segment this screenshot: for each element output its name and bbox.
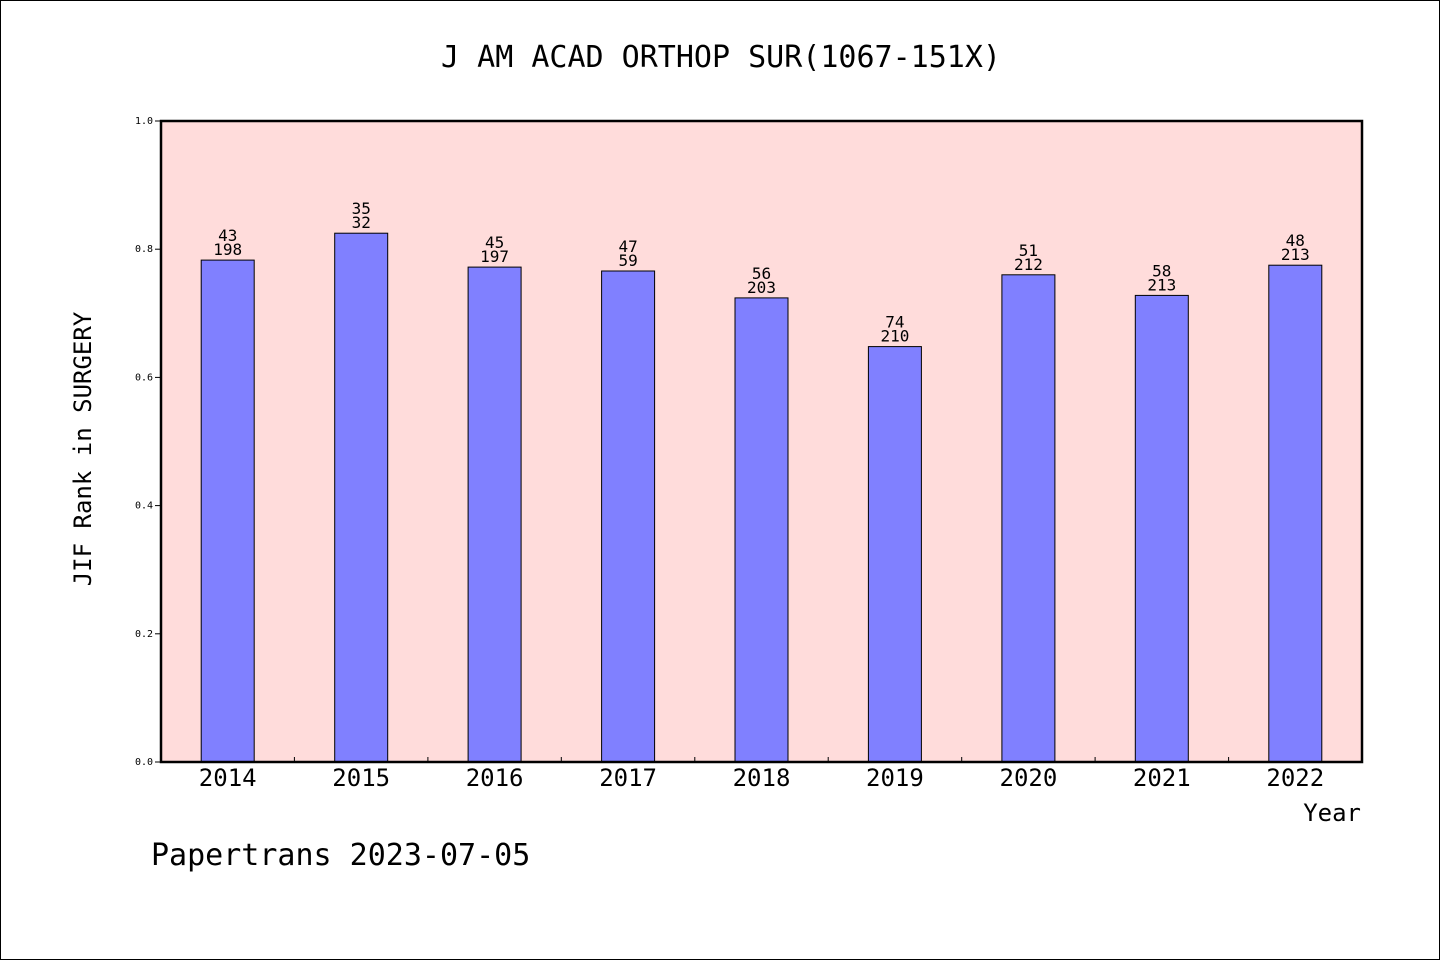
y-tick-label: 0.4 (135, 501, 153, 512)
bar-2015 (334, 232, 389, 763)
data-label-rank-2022: 48 (1286, 231, 1305, 250)
data-label-rank-2015: 35 (352, 199, 371, 218)
data-label-total-2017: 59 (618, 251, 637, 270)
bar-2020 (1001, 274, 1056, 763)
x-tick-label-2016: 2016 (466, 764, 524, 792)
data-label-total-2016: 197 (480, 247, 509, 266)
x-tick-label-2018: 2018 (733, 764, 791, 792)
data-label-rank-2016: 45 (485, 233, 504, 252)
y-tick-label: 0.0 (135, 757, 153, 768)
x-tick-label-2014: 2014 (199, 764, 257, 792)
footer-stamp: Papertrans 2023-07-05 (151, 838, 530, 873)
bar-2021 (1134, 294, 1189, 763)
bar-2019 (867, 346, 922, 763)
y-tick-label: 0.6 (135, 372, 153, 383)
bar-2022 (1268, 264, 1323, 763)
data-label-rank-2017: 47 (618, 237, 637, 256)
y-axis-label: JIF Rank in SURGERY (69, 311, 97, 586)
y-tick-label: 0.8 (135, 244, 153, 255)
bars-layer (200, 232, 1323, 763)
data-label-total-2020: 212 (1014, 255, 1043, 274)
data-label-rank-2019: 74 (885, 313, 904, 332)
x-tick-label-2017: 2017 (599, 764, 657, 792)
bar-2014 (200, 259, 255, 763)
data-label-total-2021: 213 (1147, 275, 1176, 294)
data-label-total-2018: 203 (747, 278, 776, 297)
plot-border (159, 119, 1364, 764)
bar-2018 (734, 297, 789, 763)
y-tick-label: 0.2 (135, 629, 153, 640)
x-tick-label-2021: 2021 (1133, 764, 1191, 792)
bar-2016 (467, 266, 522, 763)
y-axis: 0.0 0.2 0.4 0.6 0.8 1.0 (135, 116, 161, 768)
data-label-total-2022: 213 (1281, 245, 1310, 264)
data-label-total-2015: 32 (352, 213, 371, 232)
x-tick-label-2015: 2015 (332, 764, 390, 792)
bar-2017 (601, 270, 656, 763)
data-label-rank-2014: 43 (218, 226, 237, 245)
x-axis: 2014 2015 2016 2017 2018 2019 2020 2021 2022 (199, 757, 1324, 792)
chart-title: J AM ACAD ORTHOP SUR(1067-151X) (441, 40, 1001, 75)
y-tick-label: 1.0 (135, 116, 153, 127)
data-label-total-2014: 198 (213, 240, 242, 259)
data-label-total-2019: 210 (880, 327, 909, 346)
x-axis-label: Year (1303, 799, 1361, 827)
data-label-rank-2018: 56 (752, 264, 771, 283)
data-label-rank-2020: 51 (1019, 241, 1038, 260)
x-tick-label-2022: 2022 (1266, 764, 1324, 792)
data-label-rank-2021: 58 (1152, 261, 1171, 280)
x-tick-label-2020: 2020 (1000, 764, 1058, 792)
x-tick-label-2019: 2019 (866, 764, 924, 792)
